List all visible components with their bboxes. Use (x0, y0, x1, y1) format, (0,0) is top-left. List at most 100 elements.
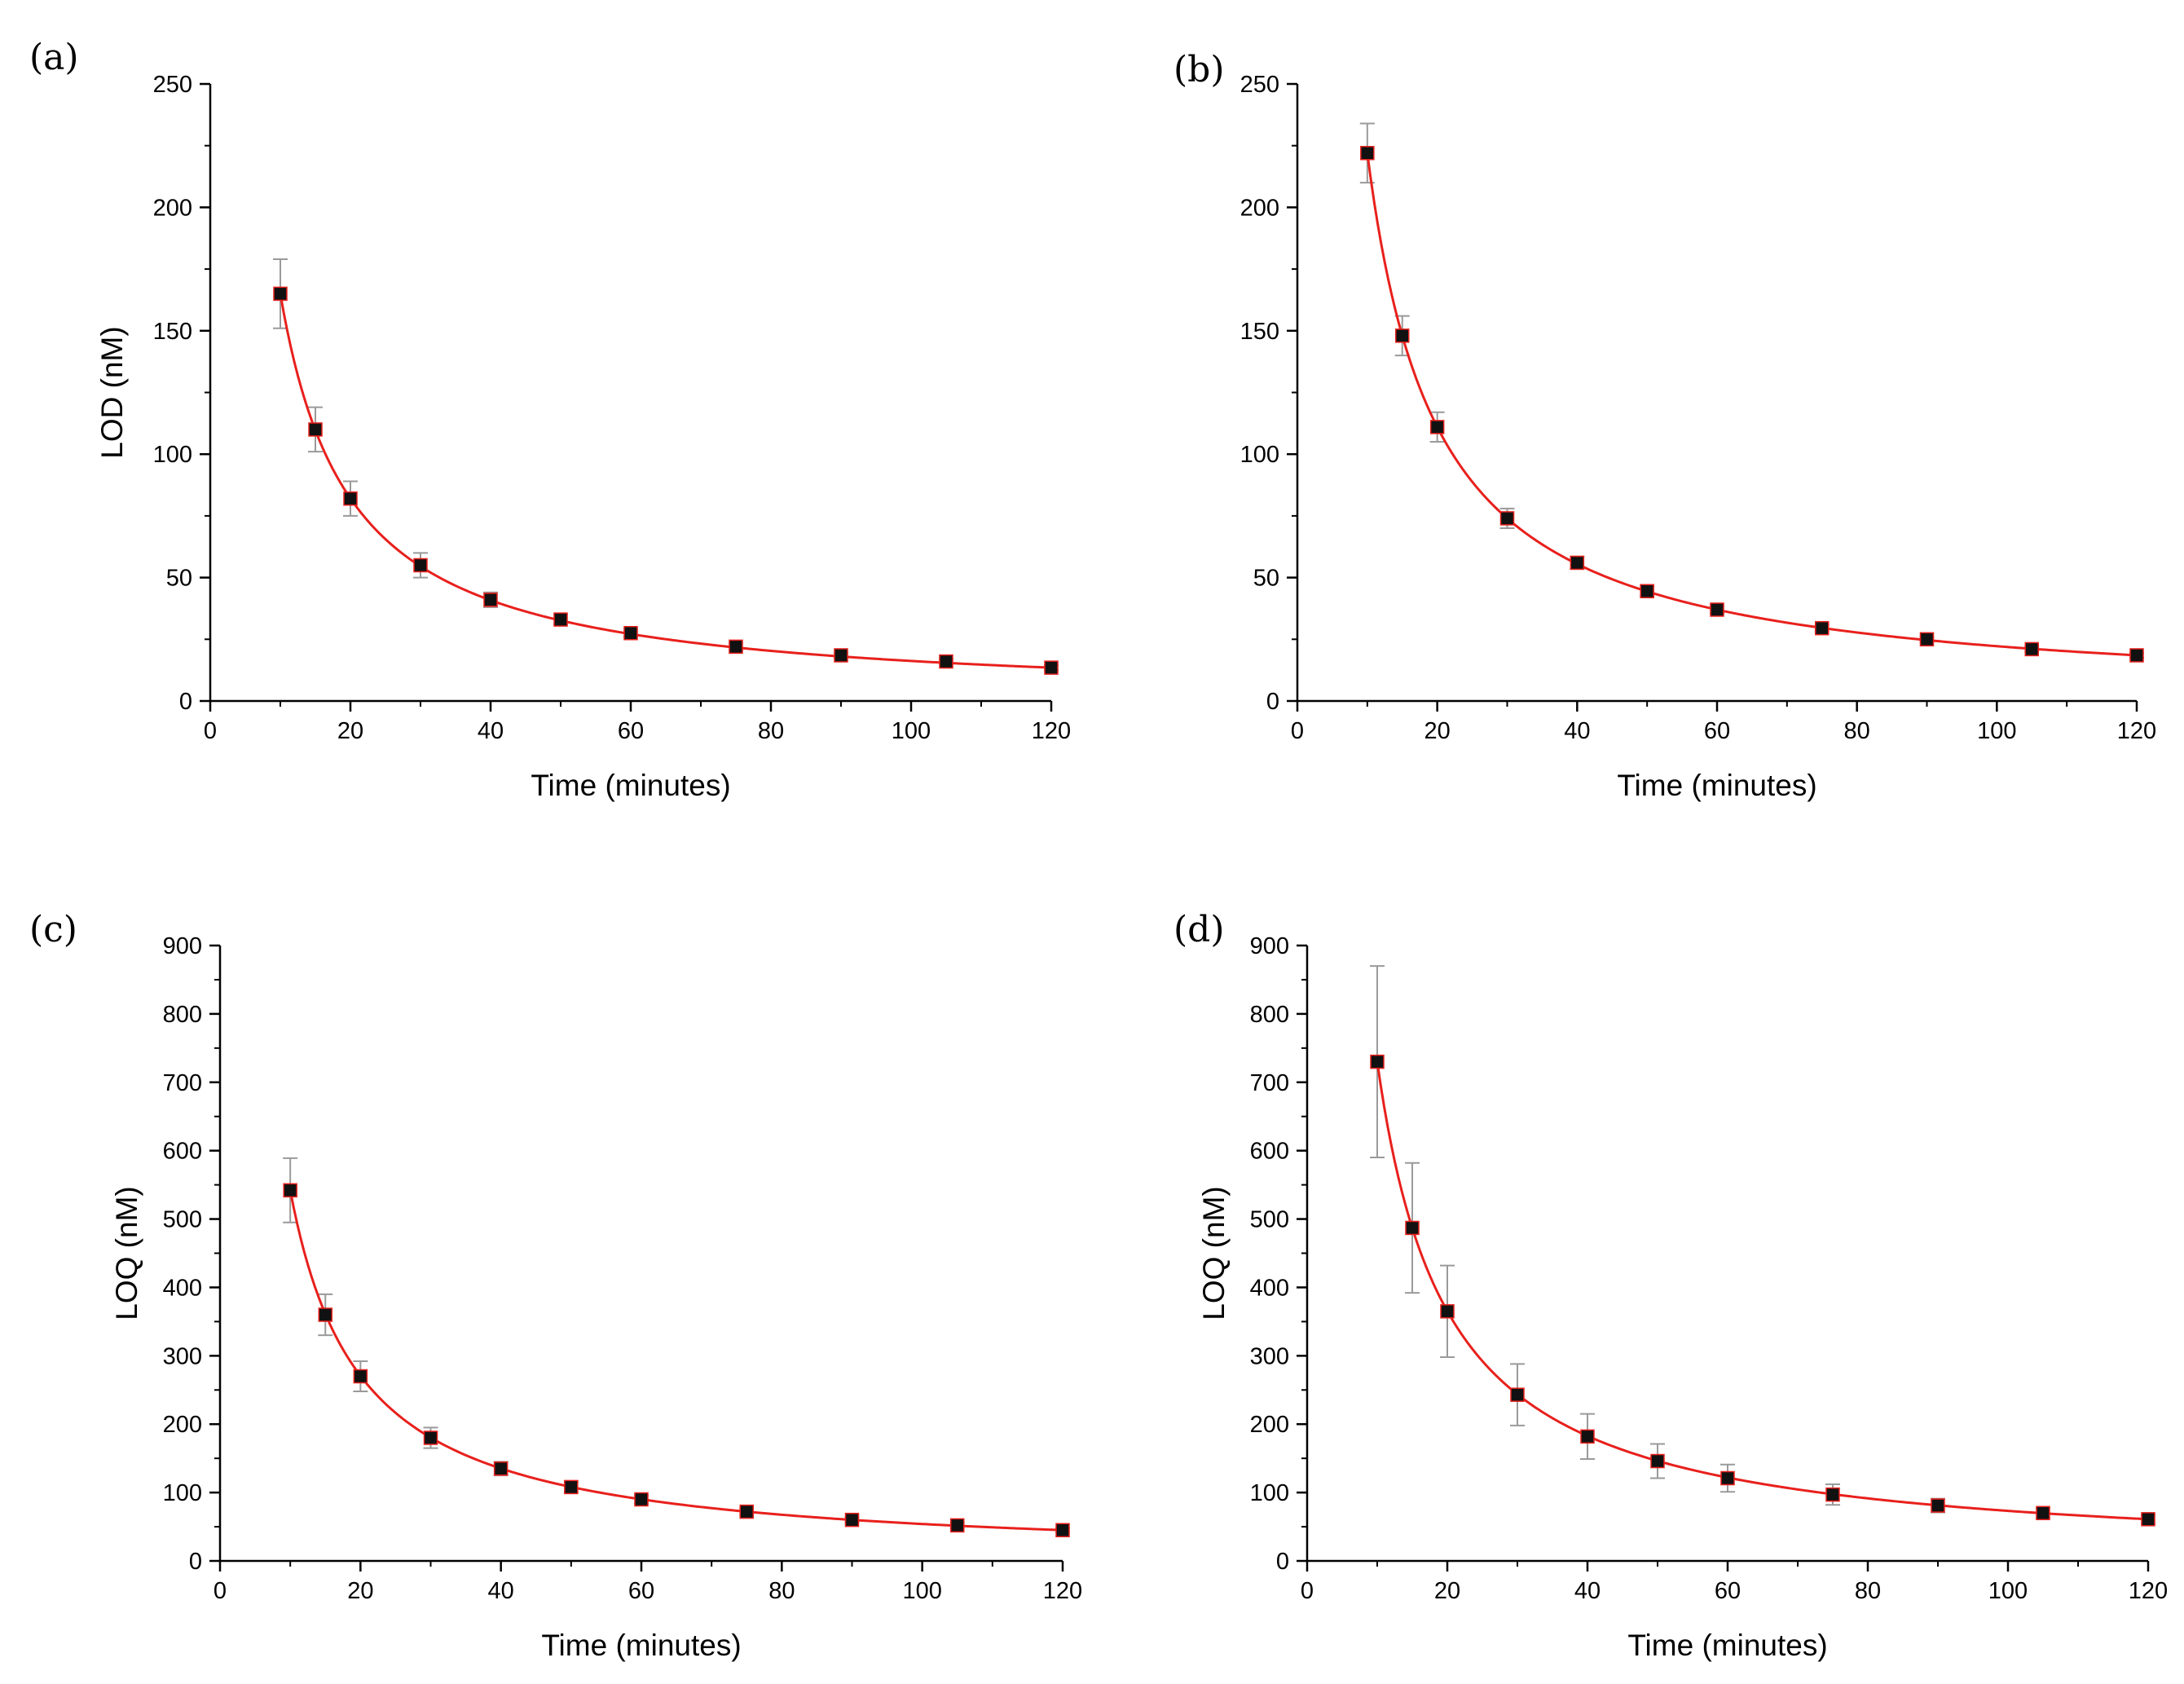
data-point (1429, 420, 1445, 434)
y-tick-label: 0 (179, 689, 192, 715)
data-point (1815, 620, 1830, 636)
data-point (2024, 641, 2039, 657)
y-tick-label: 600 (1250, 1139, 1289, 1165)
y-tick-label: 0 (1276, 1549, 1289, 1575)
fit-curve (1376, 1061, 2149, 1521)
x-axis-title: Time (minutes) (1617, 769, 1816, 802)
data-point (950, 1518, 965, 1533)
data-point (1919, 632, 1935, 647)
data-point (1720, 1470, 1735, 1486)
x-tick-label: 20 (337, 718, 363, 744)
data-point (1825, 1487, 1840, 1502)
y-tick-label: 100 (153, 442, 192, 468)
data-point (1580, 1429, 1595, 1444)
x-tick-label: 120 (1032, 718, 1071, 744)
y-tick-label: 200 (153, 195, 192, 221)
data-point (564, 1479, 579, 1495)
y-tick-label: 500 (1250, 1207, 1289, 1233)
fit-curve (279, 293, 1052, 669)
y-tick-label: 150 (153, 319, 192, 345)
data-point (423, 1431, 438, 1445)
data-point (739, 1504, 754, 1519)
data-point (1440, 1304, 1455, 1319)
y-tick-label: 900 (1250, 933, 1289, 959)
x-tick-label: 120 (1043, 1578, 1082, 1604)
y-tick-label: 800 (163, 1002, 202, 1028)
x-axis-title: Time (minutes) (531, 769, 730, 802)
data-point (493, 1461, 509, 1476)
x-tick-label: 80 (758, 718, 784, 744)
data-point (308, 422, 323, 437)
data-point (318, 1307, 332, 1322)
fit-curve (1366, 152, 2138, 657)
x-tick-label: 80 (768, 1578, 795, 1604)
x-tick-label: 100 (1977, 718, 2016, 744)
y-tick-label: 100 (1240, 442, 1279, 468)
y-axis-title: LOD (nM) (95, 326, 129, 458)
data-point (729, 639, 743, 655)
x-tick-label: 20 (347, 1578, 373, 1604)
y-tick-label: 250 (153, 72, 192, 98)
data-point (1510, 1387, 1525, 1402)
data-point (2141, 1512, 2155, 1527)
data-point (1640, 584, 1654, 599)
panel-label: (a) (29, 37, 79, 78)
y-tick-label: 100 (163, 1480, 202, 1506)
x-tick-label: 0 (1291, 718, 1304, 744)
x-tick-label: 20 (1434, 1578, 1460, 1604)
data-point (1710, 602, 1724, 617)
x-tick-label: 100 (902, 1578, 941, 1604)
y-tick-label: 250 (1240, 72, 1279, 98)
x-tick-label: 0 (1301, 1578, 1314, 1604)
data-point (844, 1512, 860, 1528)
chart-panel-a: (a) 0 20 40 60 80 100 120 0 50 100 150 200 250 Time (m… (29, 37, 1071, 802)
x-tick-label: 40 (478, 718, 504, 744)
y-tick-label: 300 (1250, 1343, 1289, 1369)
panel-label: (c) (29, 909, 77, 950)
y-axis-title: LOQ (nM) (110, 1186, 143, 1320)
data-point (1395, 328, 1410, 343)
y-tick-label: 200 (163, 1412, 202, 1438)
data-point (1370, 1054, 1385, 1069)
y-tick-label: 700 (163, 1070, 202, 1096)
x-tick-label: 80 (1844, 718, 1870, 744)
data-point (1055, 1523, 1070, 1537)
data-point (413, 558, 428, 573)
data-point (1650, 1453, 1665, 1469)
x-tick-label: 100 (892, 718, 931, 744)
x-tick-label: 120 (2129, 1578, 2168, 1604)
y-tick-label: 200 (1250, 1412, 1289, 1438)
x-tick-label: 60 (618, 718, 644, 744)
y-tick-label: 100 (1250, 1480, 1289, 1506)
x-tick-label: 40 (1574, 1578, 1601, 1604)
y-tick-label: 50 (1253, 566, 1279, 592)
data-point (1499, 511, 1515, 526)
y-tick-label: 50 (166, 566, 192, 592)
chart-panel-b: (b) 0 20 40 60 80 100 120 0 50 100 150 200 250 Time (m… (1173, 49, 2156, 802)
y-tick-label: 0 (1266, 689, 1279, 715)
data-point (553, 612, 568, 627)
data-point (343, 491, 358, 506)
y-tick-label: 400 (163, 1275, 202, 1301)
data-point (634, 1492, 649, 1507)
data-point (834, 648, 848, 663)
x-tick-label: 40 (488, 1578, 514, 1604)
panel-label: (d) (1173, 909, 1225, 950)
data-point (353, 1369, 368, 1384)
x-tick-label: 60 (628, 1578, 654, 1604)
y-tick-label: 200 (1240, 195, 1279, 221)
fit-curve (288, 1190, 1063, 1532)
chart-panel-d: (d) 0 20 40 60 80 100 120 0 100 200 300 400 500 600 700… (1173, 909, 2168, 1662)
y-tick-label: 700 (1250, 1070, 1289, 1096)
y-tick-label: 800 (1250, 1002, 1289, 1028)
y-tick-label: 400 (1250, 1275, 1289, 1301)
x-tick-label: 80 (1855, 1578, 1881, 1604)
data-point (273, 286, 288, 302)
x-tick-label: 0 (214, 1578, 227, 1604)
data-point (483, 593, 498, 607)
data-point (2129, 648, 2144, 663)
panel-label: (b) (1173, 49, 1225, 90)
x-axis-title: Time (minutes) (541, 1629, 741, 1662)
y-tick-label: 900 (163, 933, 202, 959)
data-point (1931, 1498, 1945, 1513)
